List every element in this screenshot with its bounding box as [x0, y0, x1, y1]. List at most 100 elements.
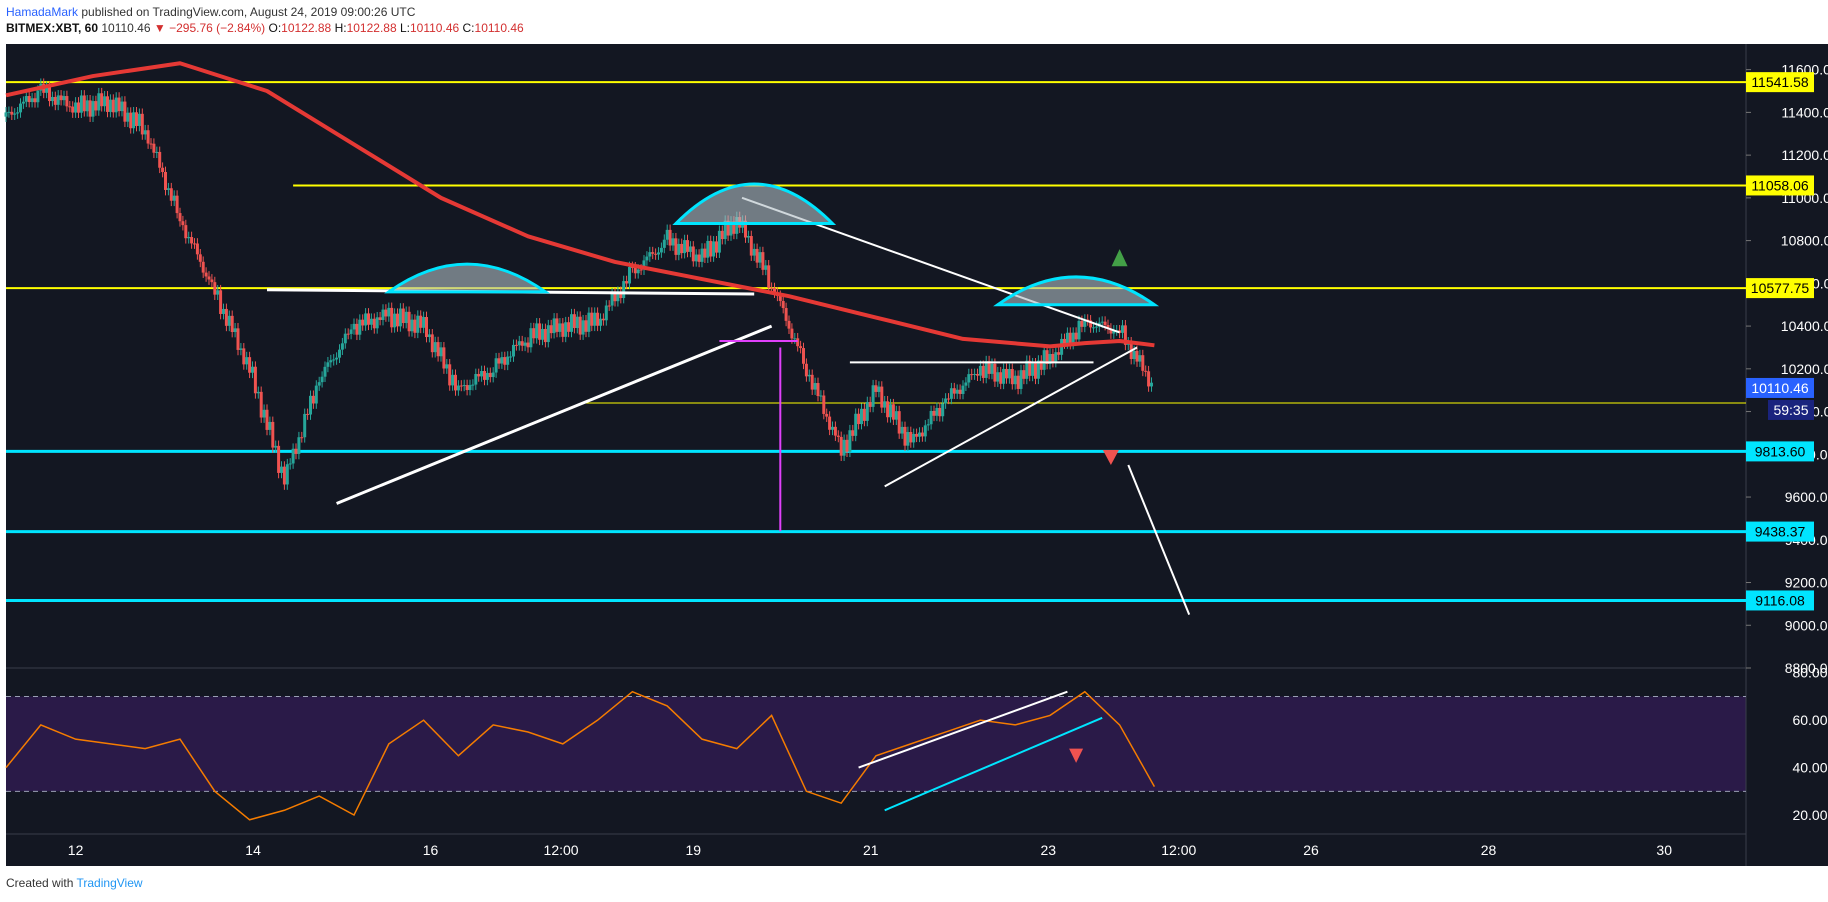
candle-body — [401, 308, 405, 324]
candle-body — [346, 333, 350, 335]
candle-body — [396, 313, 399, 327]
candle-body — [616, 291, 620, 302]
candle-body — [686, 240, 689, 252]
candle-body — [871, 385, 875, 407]
candle-body — [755, 248, 759, 263]
candle-body — [439, 347, 443, 357]
candle-body — [932, 410, 936, 416]
candle-body — [770, 287, 774, 289]
candle-body — [329, 360, 333, 363]
candle-body — [799, 346, 803, 349]
candle-body — [164, 171, 167, 190]
candle-body — [491, 372, 495, 378]
candle-body — [700, 248, 704, 262]
candle-body — [477, 373, 481, 377]
level-tag-3 — [1746, 441, 1814, 462]
close-label: C: — [462, 21, 475, 35]
candle-body — [941, 403, 945, 417]
date-tick-label: 28 — [1481, 842, 1497, 858]
candle-body — [21, 101, 25, 104]
candle-body — [651, 252, 655, 254]
candle-body — [364, 313, 368, 326]
candle-body — [752, 248, 756, 256]
candle-body — [326, 362, 330, 367]
candle-body — [636, 269, 640, 274]
level-tag-label: 10577.75 — [1751, 280, 1810, 296]
candle-body — [381, 309, 385, 320]
candle-body — [1089, 320, 1093, 328]
candle-body — [135, 112, 138, 126]
candle-body — [152, 143, 156, 153]
candle-body — [367, 313, 370, 325]
candle-body — [97, 93, 101, 111]
candle-body — [996, 372, 1000, 382]
candle-body — [503, 357, 507, 365]
candle-body — [880, 386, 884, 408]
candle-body — [1022, 370, 1026, 379]
candle-body — [187, 237, 191, 239]
candle-body — [680, 243, 684, 254]
candle-body — [555, 318, 559, 332]
candle-body — [970, 374, 974, 376]
candle-body — [459, 385, 463, 387]
candle-body — [938, 407, 942, 417]
candle-body — [845, 439, 849, 452]
candle-body — [781, 300, 785, 309]
candle-body — [662, 239, 666, 248]
candle-body — [784, 308, 788, 321]
candle-body — [340, 343, 344, 350]
candle-body — [172, 195, 176, 201]
candle-body — [628, 266, 631, 284]
candle-body — [256, 391, 260, 394]
candle-body — [68, 106, 72, 108]
candle-body — [320, 376, 324, 383]
candle-body — [294, 448, 298, 454]
candle-body — [825, 413, 829, 417]
candle-body — [91, 101, 95, 117]
candle-body — [285, 464, 289, 485]
candle-body — [1065, 332, 1069, 344]
rsi-trendline-upper — [858, 690, 1068, 769]
candle-body — [204, 272, 208, 277]
candle-body — [1109, 328, 1113, 334]
low-label: L: — [399, 21, 410, 35]
level-tag-5 — [1746, 590, 1814, 611]
candle-body — [88, 100, 92, 117]
candle-body — [961, 385, 965, 394]
candle-body — [906, 432, 910, 446]
candle-body — [735, 217, 739, 234]
rsi-tick-label: 80.00 — [1792, 665, 1827, 681]
candle-body — [671, 238, 675, 246]
candle-body — [984, 361, 988, 378]
last-price-tag — [1746, 377, 1814, 398]
candle-body — [787, 320, 791, 329]
candle-body — [1147, 371, 1151, 387]
candle-body — [877, 386, 881, 392]
candle-body — [207, 276, 211, 280]
candle-body — [862, 408, 866, 421]
candle-body — [926, 424, 930, 426]
candle-body — [282, 466, 286, 485]
candle-body — [416, 315, 420, 333]
author-link[interactable]: HamadaMark — [6, 5, 79, 19]
candle-body — [703, 248, 707, 258]
candle-body — [123, 101, 127, 122]
trendline-support-2 — [884, 346, 1138, 488]
candle-body — [1132, 350, 1136, 360]
candle-body — [857, 413, 861, 425]
candle-body — [198, 254, 202, 262]
symbol-label: BITMEX:XBT, 60 — [6, 21, 99, 35]
level-tag-0 — [1746, 72, 1814, 93]
candle-body — [761, 252, 765, 270]
candle-body — [224, 308, 228, 326]
candle-body — [146, 130, 150, 144]
candle-body — [793, 338, 797, 340]
open-label: O: — [268, 21, 282, 35]
candle-body — [659, 247, 663, 253]
candle-body — [410, 319, 414, 332]
tradingview-logo-link[interactable]: TradingView — [76, 876, 143, 890]
candle-body — [744, 220, 747, 238]
high-label: H: — [334, 21, 347, 35]
candle-body — [944, 398, 948, 404]
